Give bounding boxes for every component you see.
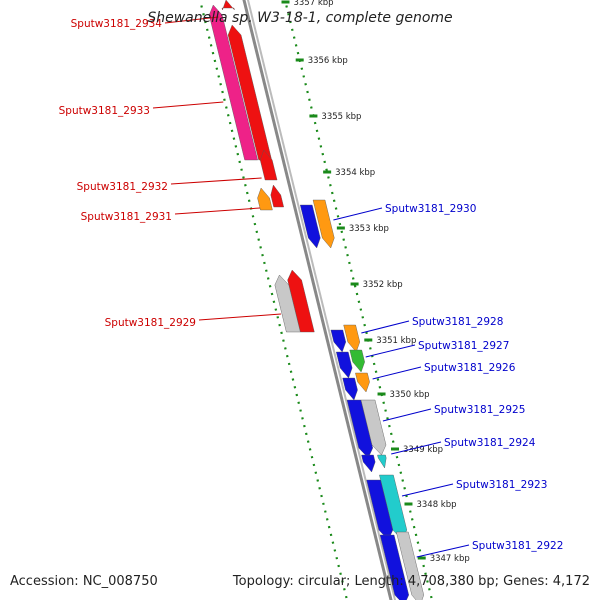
gene-2928-body: [330, 329, 346, 353]
backbone-line: [242, 0, 393, 600]
gene-label: Sputw3181_2924: [444, 437, 536, 449]
gene-2929b-body: [274, 274, 301, 333]
label-leader: [391, 441, 442, 455]
gene-label: Sputw3181_2927: [418, 340, 509, 352]
gene-label: Sputw3181_2931: [81, 211, 172, 223]
gene-2925-body: [346, 399, 373, 459]
gene-2924-body: [361, 454, 376, 473]
label-leader: [372, 366, 422, 380]
kbp-label: 3350 kbp: [390, 390, 430, 400]
gene-label: Sputw3181_2926: [424, 362, 516, 374]
label-leader: [164, 16, 219, 24]
label-leader: [170, 177, 262, 185]
kbp-label: 3357 kbp: [293, 0, 333, 8]
gene-label: Sputw3181_2930: [385, 203, 476, 215]
gene-2925b-body: [360, 399, 387, 456]
gene-2933-body: [208, 4, 258, 161]
kbp-label: 3348 kbp: [416, 500, 456, 510]
label-leader: [382, 408, 432, 422]
kbp-label: 3347 kbp: [430, 554, 470, 564]
topology-summary: Topology: circular; Length: 4,708,380 bp…: [232, 574, 590, 589]
label-leaders: [152, 16, 470, 558]
gene-2922-body: [379, 534, 409, 600]
gene-2924b-body: [377, 454, 387, 469]
genome-backbone: [242, 0, 397, 600]
gene-2926b-body: [342, 377, 358, 401]
label-leader: [361, 320, 410, 334]
label-leader: [333, 207, 383, 221]
gene-labels: Sputw3181_2934 Sputw3181_2933 Sputw3181_29…: [59, 18, 564, 552]
kbp-label: 3356 kbp: [308, 56, 348, 66]
gene-2932-body: [259, 149, 278, 181]
kbp-label: 3353 kbp: [349, 224, 389, 234]
label-leader: [401, 483, 454, 497]
gene-2931b-body: [270, 184, 284, 208]
gene-2930-body: [299, 204, 321, 249]
gene-label: Sputw3181_2922: [472, 540, 563, 552]
gene-label: Sputw3181_2934: [71, 18, 163, 30]
gene-label: Sputw3181_2923: [456, 479, 547, 491]
label-leader: [174, 207, 261, 215]
kbp-label: 3355 kbp: [321, 112, 361, 122]
gene-label: Sputw3181_2929: [105, 317, 196, 329]
backbone-shadow: [246, 0, 397, 600]
gene-2926-body: [355, 372, 370, 393]
gene-2928b-body: [343, 324, 360, 353]
label-leader: [365, 344, 416, 358]
gene-label: Sputw3181_2928: [412, 316, 503, 328]
gene-features: [208, 0, 424, 600]
gene-2927b-body: [349, 349, 365, 373]
gene-2930b-body: [312, 199, 335, 249]
gene-2931a-body: [257, 187, 273, 211]
gene-2927-body: [335, 351, 353, 379]
gene-label: Sputw3181_2925: [434, 404, 525, 416]
kbp-label: 3354 kbp: [335, 168, 375, 178]
gene-label: Sputw3181_2932: [77, 181, 168, 193]
label-leader: [152, 101, 224, 109]
gene-2922b-body: [396, 531, 424, 600]
kbp-label: 3351 kbp: [376, 336, 416, 346]
gene-2934-body: [221, 0, 235, 11]
kbp-label: 3349 kbp: [403, 445, 443, 455]
label-leader: [416, 544, 470, 558]
label-leader: [198, 313, 282, 321]
gene-label: Sputw3181_2933: [59, 105, 150, 117]
accession-text: Accession: NC_008750: [10, 574, 158, 589]
page-title: Shewanella sp. W3-18-1, complete genome: [147, 10, 453, 26]
kbp-label: 3352 kbp: [363, 280, 403, 290]
kbp-scale: 3357 kbp 3356 kbp 3355 kbp 3354 kbp 3353 kbp…: [281, 0, 470, 564]
forward-tick-guide: [198, 0, 349, 600]
